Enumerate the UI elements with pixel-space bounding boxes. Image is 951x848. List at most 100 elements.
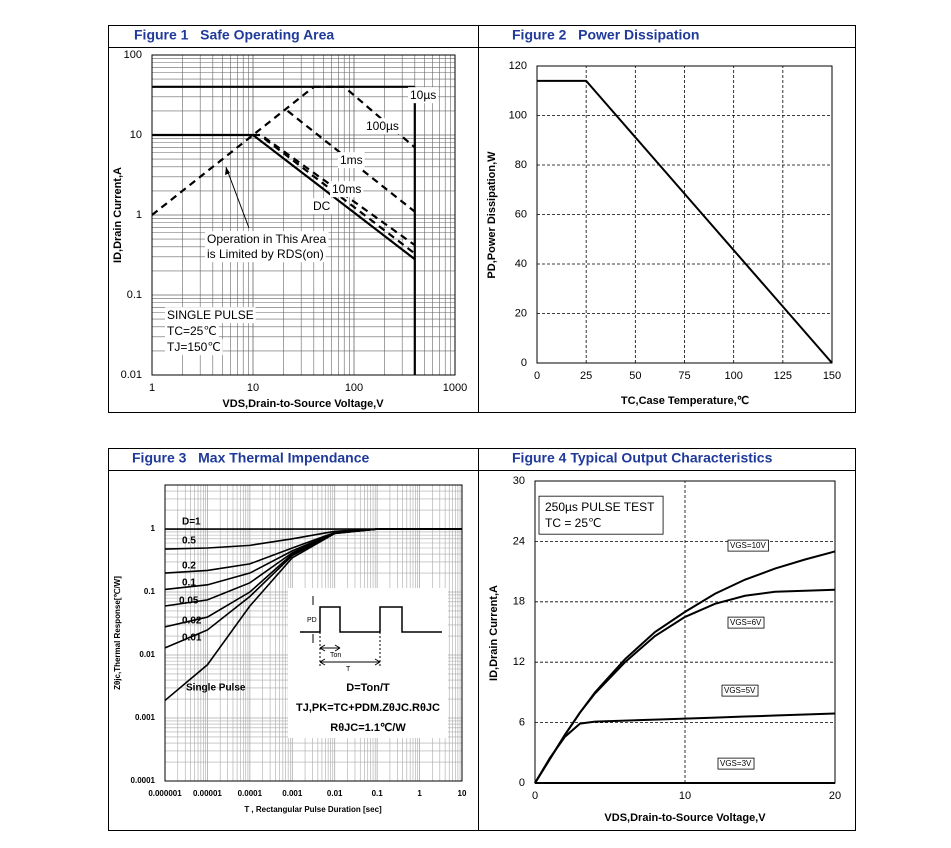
series-label: 0.2 — [182, 561, 196, 572]
label-background — [311, 198, 333, 215]
plot-frame — [536, 65, 833, 364]
x-tick-label: 0.001 — [282, 789, 303, 798]
x-tick-label: 125 — [774, 370, 792, 382]
annotation: Operation in This Area — [207, 232, 327, 246]
x-tick-label: 0.000001 — [148, 789, 182, 798]
series-label: VGS=5V — [724, 686, 756, 695]
chart-title: Figure 2 Power Dissipation — [512, 27, 699, 43]
y-tick-label: 0.1 — [127, 289, 142, 301]
annotation: D=Ton/T — [346, 682, 390, 694]
y-tick-label: 20 — [515, 307, 527, 319]
series-label: 0.05 — [179, 596, 199, 607]
x-tick-label: 100 — [724, 370, 742, 382]
y-tick-label: 0.01 — [139, 650, 155, 659]
x-tick-label: 0.00001 — [193, 789, 222, 798]
x-tick-label: 100 — [345, 382, 363, 394]
series-label: Single Pulse — [186, 683, 246, 694]
chart-title: Figure 4 Typical Output Characteristics — [512, 450, 773, 466]
series-line — [534, 588, 836, 784]
y-tick-label: 0.0001 — [131, 776, 156, 785]
annotation: SINGLE PULSE — [167, 308, 254, 322]
series-label: VGS=3V — [720, 759, 752, 768]
series-line — [253, 133, 416, 247]
label-background — [727, 539, 769, 552]
chart-title: Figure 1 Safe Operating Area — [134, 27, 334, 43]
series-line — [263, 137, 416, 255]
series-label: DC — [313, 199, 331, 213]
annotation: T — [346, 666, 351, 673]
series-line — [537, 79, 833, 364]
x-tick-label: 75 — [678, 370, 690, 382]
series-label: D=1 — [182, 517, 201, 528]
panel-frames — [108, 25, 856, 831]
annotation-arrow — [225, 166, 250, 229]
y-tick-label: 120 — [509, 60, 527, 72]
y-axis-label: PD,Power Dissipation,W — [486, 151, 498, 279]
x-tick-label: 10 — [679, 790, 691, 802]
series-line — [164, 528, 462, 702]
x-tick-label: 0 — [532, 790, 538, 802]
y-tick-label: 12 — [513, 656, 525, 668]
x-axis-label: VDS,Drain-to-Source Voltage,V — [604, 812, 766, 824]
y-tick-label: 100 — [509, 109, 527, 121]
panel-border — [108, 25, 856, 413]
inset-box — [288, 588, 448, 738]
y-tick-label: 18 — [513, 596, 525, 608]
label-background — [165, 307, 256, 324]
label-background — [717, 757, 755, 770]
x-axis-label: T , Rectangular Pulse Duration [sec] — [244, 805, 382, 814]
label-background — [338, 152, 365, 169]
series-label: 10ms — [332, 182, 361, 196]
y-tick-label: 80 — [515, 159, 527, 171]
thermal-inset: PD Ton T D=Ton/T TJ,PK=TC+PDM.ZθJC.RθJC RθJC=… — [288, 588, 448, 738]
annotation: TJ=150℃ — [167, 340, 221, 354]
annotation: Ton — [330, 652, 341, 659]
x-tick-label: 1000 — [443, 382, 467, 394]
series-label: 100µs — [366, 119, 399, 133]
y-tick-label: 24 — [513, 535, 525, 547]
y-tick-label: 30 — [513, 475, 525, 487]
charts: Figure 1 Safe Operating Area VDS,Drain-to… — [112, 27, 841, 824]
series-label: VGS=10V — [730, 541, 766, 550]
series-line — [286, 110, 416, 213]
label-background — [330, 181, 364, 198]
series-line — [313, 85, 416, 149]
label-background — [721, 684, 759, 697]
annotation: RθJC=1.1℃/W — [330, 722, 406, 734]
plot-frame — [164, 484, 463, 782]
x-tick-label: 0.0001 — [238, 789, 263, 798]
series-label: 0.01 — [182, 633, 202, 644]
label-background — [408, 87, 439, 104]
label-background — [727, 616, 765, 629]
x-tick-label: 25 — [580, 370, 592, 382]
label-background — [165, 323, 219, 340]
y-axis-label: Zθjc,Thermal Response[℃/W] — [113, 576, 122, 690]
y-tick-label: 0.1 — [144, 587, 156, 596]
x-tick-label: 20 — [829, 790, 841, 802]
x-axis-label: VDS,Drain-to-Source Voltage,V — [222, 398, 384, 410]
annotation: PD — [307, 617, 317, 624]
label-background — [165, 339, 223, 356]
time-arrows — [319, 644, 381, 666]
series-line — [534, 712, 836, 784]
y-axis-label: ID,Drain Current,A — [488, 585, 500, 681]
series-label: 0.5 — [182, 536, 196, 547]
annotation-box — [538, 495, 664, 535]
annotation: 250µs PULSE TEST — [545, 500, 655, 514]
chart-title: Figure 3 Max Thermal Impendance — [132, 450, 370, 466]
y-tick-label: 10 — [130, 129, 142, 141]
label-background — [364, 118, 401, 135]
x-tick-label: 150 — [823, 370, 841, 382]
x-tick-label: 0.1 — [372, 789, 384, 798]
annotation: TC = 25℃ — [545, 516, 602, 530]
annotation: TJ,PK=TC+PDM.ZθJC.RθJC — [296, 702, 440, 714]
x-tick-label: 10 — [247, 382, 259, 394]
series-label: 0.1 — [182, 578, 196, 589]
pulse-train — [300, 606, 442, 633]
x-tick-label: 10 — [458, 789, 467, 798]
label-background — [205, 231, 329, 248]
x-tick-label: 0 — [534, 370, 540, 382]
x-tick-label: 1 — [417, 789, 422, 798]
